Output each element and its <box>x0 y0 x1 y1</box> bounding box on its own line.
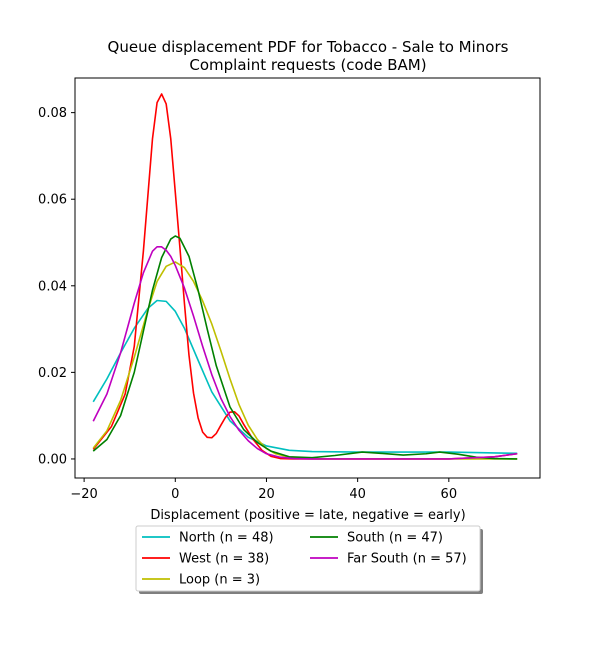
y-tick-label: 0.02 <box>38 366 67 381</box>
legend-label-3: South (n = 47) <box>347 531 443 546</box>
y-tick-label: 0.04 <box>38 279 67 294</box>
legend-label-0: North (n = 48) <box>179 531 274 546</box>
chart-title-line2: Complaint requests (code BAM) <box>189 56 426 74</box>
y-tick-label: 0.06 <box>38 193 67 208</box>
legend-label-4: Far South (n = 57) <box>347 552 467 567</box>
x-axis: −20 0 20 40 60 <box>70 478 457 502</box>
legend-box <box>135 525 481 592</box>
y-tick-label: 0.08 <box>38 106 67 121</box>
legend: North (n = 48) West (n = 38) Loop (n = 3) S… <box>135 525 483 594</box>
y-axis: 0.00 0.02 0.04 0.06 0.08 <box>38 106 75 467</box>
y-tick-label: 0.00 <box>38 452 67 467</box>
legend-label-1: West (n = 38) <box>179 552 269 567</box>
plot-frame <box>74 77 541 479</box>
series-line-3 <box>92 235 518 460</box>
legend-label-2: Loop (n = 3) <box>179 573 260 588</box>
chart-title-line1: Queue displacement PDF for Tobacco - Sal… <box>108 38 509 56</box>
x-tick-label: −20 <box>70 487 97 502</box>
series-line-2 <box>92 261 518 460</box>
series-line-0 <box>92 299 518 455</box>
x-tick-label: 40 <box>349 487 366 502</box>
x-tick-label: 60 <box>441 487 458 502</box>
series-line-4 <box>92 246 518 460</box>
x-tick-label: 0 <box>171 487 179 502</box>
series-layer <box>92 93 518 460</box>
x-axis-label: Displacement (positive = late, negative … <box>150 508 465 523</box>
x-tick-label: 20 <box>258 487 275 502</box>
